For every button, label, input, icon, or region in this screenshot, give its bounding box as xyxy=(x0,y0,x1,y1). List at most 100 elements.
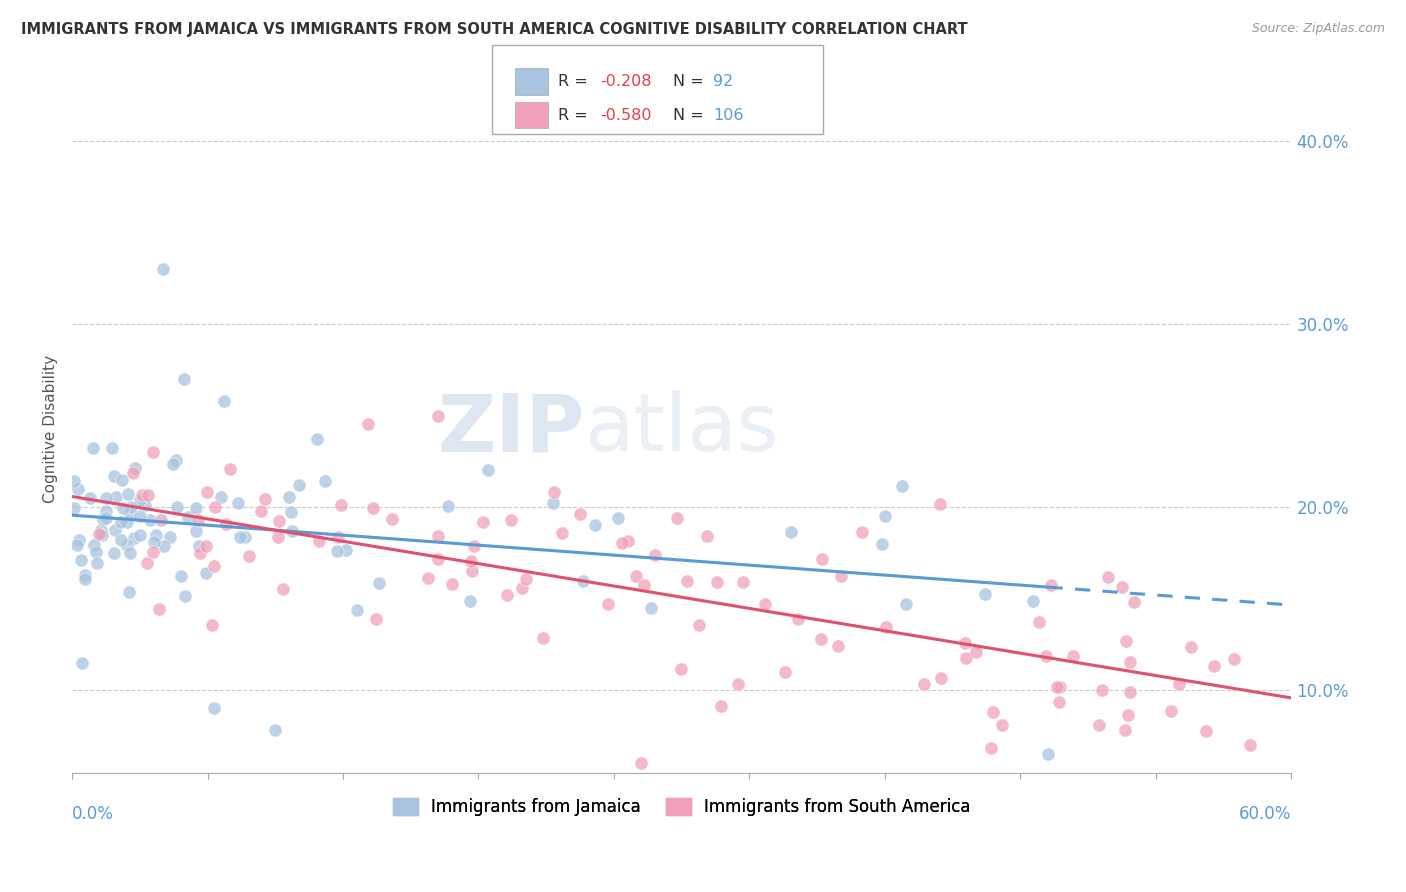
Point xyxy=(810,632,832,646)
Point xyxy=(754,598,776,612)
Point xyxy=(326,544,349,558)
Point xyxy=(139,513,162,527)
Point xyxy=(851,524,873,539)
Point xyxy=(115,515,138,529)
Point xyxy=(633,578,655,592)
Point xyxy=(461,564,484,578)
Point xyxy=(437,499,460,513)
Point xyxy=(1021,594,1043,608)
Text: atlas: atlas xyxy=(583,391,779,468)
Point xyxy=(1116,707,1139,722)
Point xyxy=(630,756,652,771)
Point xyxy=(308,533,330,548)
Legend: Immigrants from Jamaica, Immigrants from South America: Immigrants from Jamaica, Immigrants from… xyxy=(387,791,977,822)
Point xyxy=(254,492,277,507)
Y-axis label: Cognitive Disability: Cognitive Disability xyxy=(44,355,58,503)
Point xyxy=(501,513,523,527)
Text: Source: ZipAtlas.com: Source: ZipAtlas.com xyxy=(1251,22,1385,36)
Point xyxy=(533,631,555,645)
Point xyxy=(96,504,118,518)
Point xyxy=(122,531,145,545)
Point xyxy=(1204,659,1226,673)
Point xyxy=(87,526,110,541)
Point xyxy=(233,530,256,544)
Point xyxy=(184,524,207,538)
Point xyxy=(366,612,388,626)
Point xyxy=(188,546,211,560)
Point xyxy=(626,569,648,583)
Point xyxy=(607,510,630,524)
Point xyxy=(875,508,897,523)
Point xyxy=(128,493,150,508)
Point xyxy=(117,487,139,501)
Point xyxy=(1118,684,1140,698)
Point xyxy=(460,553,482,567)
Point xyxy=(79,491,101,505)
Point xyxy=(84,545,107,559)
Point xyxy=(201,618,224,632)
Point xyxy=(929,672,952,686)
Text: -0.208: -0.208 xyxy=(600,74,652,88)
Point xyxy=(872,536,894,550)
Point xyxy=(63,475,86,489)
Point xyxy=(111,473,134,487)
Point xyxy=(706,574,728,589)
Point xyxy=(145,527,167,541)
Point xyxy=(115,538,138,552)
Text: 0.0%: 0.0% xyxy=(72,805,114,823)
Point xyxy=(142,545,165,559)
Point xyxy=(103,546,125,560)
Point xyxy=(314,475,336,489)
Point xyxy=(426,409,449,423)
Point xyxy=(1180,640,1202,654)
Point xyxy=(426,552,449,566)
Point xyxy=(510,581,533,595)
Point xyxy=(891,479,914,493)
Point xyxy=(640,601,662,615)
Point xyxy=(780,524,803,539)
Point xyxy=(912,676,935,690)
Point xyxy=(202,558,225,573)
Point xyxy=(596,597,619,611)
Point xyxy=(152,262,174,277)
Point xyxy=(94,491,117,506)
Point xyxy=(173,372,195,386)
Text: R =: R = xyxy=(558,108,593,122)
Point xyxy=(727,677,749,691)
Point xyxy=(644,548,666,562)
Point xyxy=(142,445,165,459)
Point xyxy=(94,510,117,524)
Point xyxy=(229,530,252,544)
Point xyxy=(696,529,718,543)
Point xyxy=(129,509,152,524)
Point xyxy=(288,477,311,491)
Point xyxy=(357,417,380,431)
Point xyxy=(91,511,114,525)
Point xyxy=(165,453,187,467)
Point xyxy=(104,523,127,537)
Point xyxy=(583,518,606,533)
Point xyxy=(515,572,537,586)
Point xyxy=(120,546,142,560)
Point xyxy=(928,497,950,511)
Point xyxy=(174,589,197,603)
Point xyxy=(70,553,93,567)
Point xyxy=(1036,747,1059,762)
Point xyxy=(194,539,217,553)
Point xyxy=(1111,580,1133,594)
Point xyxy=(463,539,485,553)
Point xyxy=(955,636,977,650)
Text: IMMIGRANTS FROM JAMAICA VS IMMIGRANTS FROM SOUTH AMERICA COGNITIVE DISABILITY CO: IMMIGRANTS FROM JAMAICA VS IMMIGRANTS FR… xyxy=(21,22,967,37)
Point xyxy=(612,536,634,550)
Point xyxy=(73,572,96,586)
Point xyxy=(280,505,302,519)
Point xyxy=(787,612,810,626)
Point xyxy=(267,514,290,528)
Point xyxy=(166,500,188,514)
Point xyxy=(1168,677,1191,691)
Point xyxy=(197,484,219,499)
Point xyxy=(150,513,173,527)
Point xyxy=(810,552,832,566)
Point xyxy=(250,503,273,517)
Point xyxy=(330,498,353,512)
